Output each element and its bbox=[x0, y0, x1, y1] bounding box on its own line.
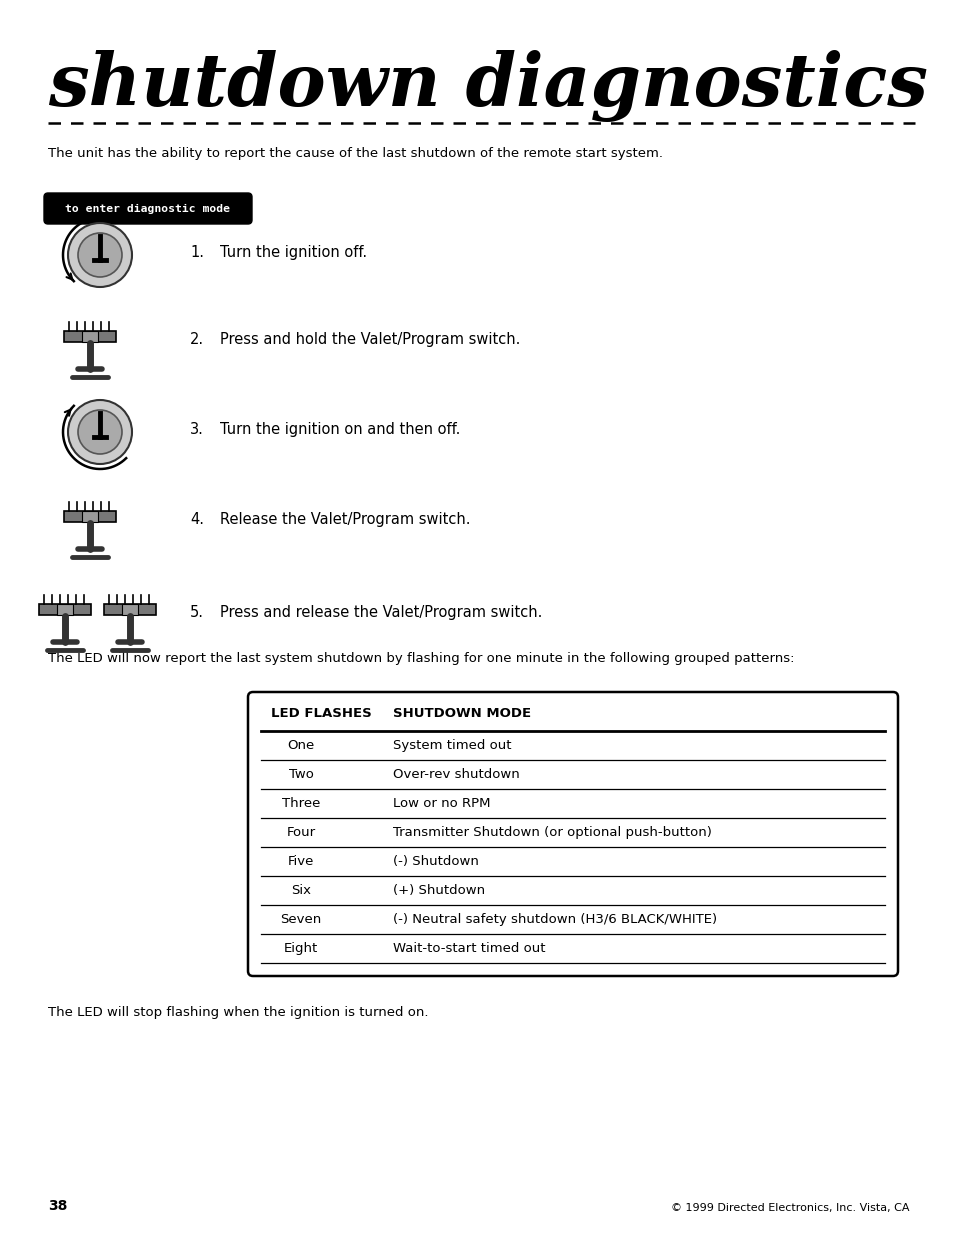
Text: 5.: 5. bbox=[190, 605, 204, 620]
Text: to enter diagnostic mode: to enter diagnostic mode bbox=[66, 204, 231, 214]
Text: Four: Four bbox=[286, 826, 315, 839]
Text: 2.: 2. bbox=[190, 332, 204, 347]
Text: 38: 38 bbox=[48, 1199, 68, 1213]
Bar bbox=[82, 331, 98, 342]
Bar bbox=[57, 604, 73, 615]
Text: Seven: Seven bbox=[280, 913, 321, 926]
Text: The LED will stop flashing when the ignition is turned on.: The LED will stop flashing when the igni… bbox=[48, 1007, 428, 1019]
Text: Low or no RPM: Low or no RPM bbox=[393, 797, 490, 810]
Text: SHUTDOWN MODE: SHUTDOWN MODE bbox=[393, 706, 531, 720]
Text: Over-rev shutdown: Over-rev shutdown bbox=[393, 768, 519, 781]
Text: 4.: 4. bbox=[190, 513, 204, 527]
Text: System timed out: System timed out bbox=[393, 739, 511, 752]
Text: (-) Shutdown: (-) Shutdown bbox=[393, 855, 478, 868]
Text: Six: Six bbox=[291, 884, 311, 897]
Bar bbox=[122, 604, 138, 615]
Text: LED FLASHES: LED FLASHES bbox=[271, 706, 372, 720]
Bar bbox=[82, 511, 98, 522]
FancyBboxPatch shape bbox=[44, 193, 252, 224]
Text: Five: Five bbox=[288, 855, 314, 868]
Text: Release the Valet/Program switch.: Release the Valet/Program switch. bbox=[220, 513, 470, 527]
Text: Wait-to-start timed out: Wait-to-start timed out bbox=[393, 942, 545, 955]
Text: Turn the ignition on and then off.: Turn the ignition on and then off. bbox=[220, 422, 460, 437]
Text: Turn the ignition off.: Turn the ignition off. bbox=[220, 245, 367, 261]
Text: Transmitter Shutdown (or optional push-button): Transmitter Shutdown (or optional push-b… bbox=[393, 826, 711, 839]
Text: Eight: Eight bbox=[284, 942, 317, 955]
Circle shape bbox=[78, 233, 122, 277]
Text: The LED will now report the last system shutdown by flashing for one minute in t: The LED will now report the last system … bbox=[48, 652, 794, 664]
Text: Two: Two bbox=[288, 768, 314, 781]
Bar bbox=[64, 331, 116, 342]
Circle shape bbox=[78, 410, 122, 454]
Circle shape bbox=[68, 224, 132, 287]
Bar bbox=[104, 604, 156, 615]
Text: Three: Three bbox=[281, 797, 320, 810]
Text: shutdown diagnostics: shutdown diagnostics bbox=[48, 49, 927, 122]
Text: (-) Neutral safety shutdown (H3/6 BLACK/WHITE): (-) Neutral safety shutdown (H3/6 BLACK/… bbox=[393, 913, 717, 926]
Text: 1.: 1. bbox=[190, 245, 204, 261]
Text: The unit has the ability to report the cause of the last shutdown of the remote : The unit has the ability to report the c… bbox=[48, 147, 662, 161]
Text: Press and release the Valet/Program switch.: Press and release the Valet/Program swit… bbox=[220, 605, 542, 620]
Text: © 1999 Directed Electronics, Inc. Vista, CA: © 1999 Directed Electronics, Inc. Vista,… bbox=[671, 1203, 909, 1213]
Circle shape bbox=[68, 400, 132, 464]
Text: One: One bbox=[287, 739, 314, 752]
Bar bbox=[39, 604, 91, 615]
Text: Press and hold the Valet/Program switch.: Press and hold the Valet/Program switch. bbox=[220, 332, 519, 347]
FancyBboxPatch shape bbox=[248, 692, 897, 976]
Bar bbox=[64, 511, 116, 522]
Text: 3.: 3. bbox=[190, 422, 204, 437]
Text: (+) Shutdown: (+) Shutdown bbox=[393, 884, 485, 897]
